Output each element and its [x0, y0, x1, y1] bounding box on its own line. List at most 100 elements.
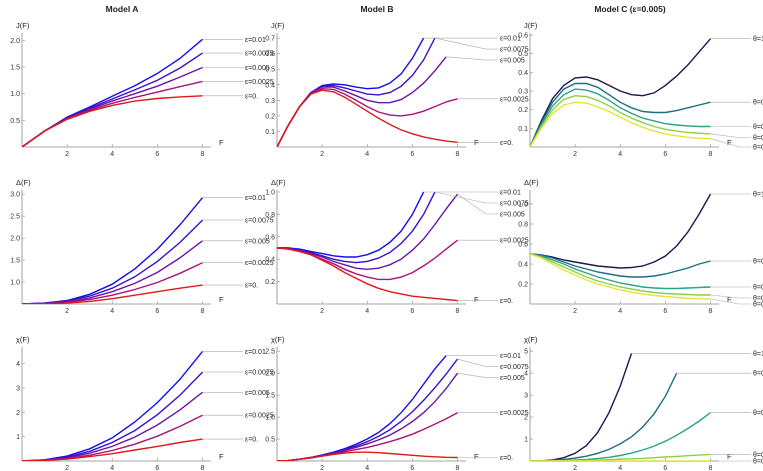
series-label: ε=0.01 [500, 36, 521, 43]
series-line [277, 247, 458, 302]
x-axis-label: F [219, 452, 224, 461]
x-tick-label: 2 [65, 151, 69, 158]
y-tick-label: 0.7 [265, 36, 275, 43]
x-tick-label: 6 [155, 308, 159, 315]
series-line [22, 38, 203, 147]
x-tick-label: 6 [410, 308, 414, 315]
label-leader-line [710, 294, 751, 299]
series-label: ε=0.01 [245, 349, 266, 356]
y-tick-label: 0.2 [265, 113, 275, 120]
series-line [22, 66, 203, 147]
series-label: ε=0.005 [245, 390, 270, 397]
x-tick-label: 6 [663, 308, 667, 315]
x-tick-label: 8 [201, 465, 205, 471]
x-tick-label: 6 [663, 465, 667, 471]
y-tick-label: 1.0 [10, 91, 20, 98]
series-line [530, 353, 633, 461]
x-tick-label: 8 [201, 308, 205, 315]
series-line [277, 191, 425, 258]
series-line [530, 253, 711, 290]
y-tick-label: 0.5 [10, 118, 20, 125]
label-leader-line [710, 298, 751, 305]
x-tick-label: 4 [110, 465, 114, 471]
y-tick-label: 0.3 [265, 98, 275, 105]
x-tick-label: 2 [320, 308, 324, 315]
label-leader-line [457, 358, 498, 367]
label-leader-line [434, 191, 498, 204]
y-tick-label: 0.4 [518, 70, 528, 77]
label-leader-line [446, 56, 498, 61]
y-tick-label: 0.6 [265, 234, 275, 241]
y-tick-label: 0.4 [265, 257, 275, 264]
series-line [530, 372, 678, 461]
label-leader-line [710, 138, 751, 148]
series-label: θ=0. [753, 459, 763, 466]
x-tick-label: 2 [320, 151, 324, 158]
series-label: θ=0.25 [753, 452, 763, 459]
series-line [530, 38, 712, 147]
y-tick-label: 0.2 [518, 282, 528, 289]
x-axis-label: F [219, 295, 224, 304]
chart-title: Model C (ε=0.005) [594, 4, 666, 14]
y-tick-label: 0.6 [518, 242, 528, 249]
y-tick-label: 4 [524, 371, 528, 378]
x-tick-label: 2 [573, 308, 577, 315]
y-axis-label: χ(F) [271, 335, 285, 344]
y-tick-label: 1.0 [265, 190, 275, 197]
x-tick-label: 8 [709, 151, 713, 158]
x-tick-label: 2 [573, 465, 577, 471]
y-tick-label: 0.1 [518, 126, 528, 133]
x-tick-label: 6 [663, 151, 667, 158]
series-label: ε=0.005 [245, 65, 270, 72]
series-line [277, 239, 458, 281]
x-axis-label: F [219, 138, 224, 147]
x-axis-label: F [727, 138, 732, 147]
y-tick-label: 0.1 [265, 129, 275, 136]
series-line [530, 193, 712, 269]
series-line [277, 193, 459, 271]
series-line [530, 253, 711, 278]
series-line [277, 451, 458, 461]
y-tick-label: 0.8 [518, 222, 528, 229]
y-tick-label: 2.0 [10, 38, 20, 45]
series-line [277, 412, 458, 461]
series-line [22, 438, 203, 461]
y-axis-label: Δ(F) [16, 178, 31, 187]
y-axis-label: J(F) [271, 21, 285, 30]
x-tick-label: 8 [456, 308, 460, 315]
x-axis-label: F [474, 452, 479, 461]
series-label: θ=0.5 [753, 410, 763, 417]
series-label: ε=0.0025 [500, 238, 529, 245]
series-label: θ=0.5 [753, 124, 763, 131]
x-tick-label: 6 [410, 151, 414, 158]
y-axis-label: J(F) [524, 21, 538, 30]
y-tick-label: 0.6 [518, 33, 528, 40]
series-line [22, 350, 204, 461]
y-tick-label: 0.8 [265, 212, 275, 219]
y-tick-label: 0.3 [518, 89, 528, 96]
series-label: ε=0.0075 [500, 201, 529, 208]
series-line [22, 371, 204, 461]
y-axis-label: Δ(F) [524, 178, 539, 187]
series-label: ε=0. [245, 437, 258, 444]
x-tick-label: 8 [456, 465, 460, 471]
series-label: ε=0. [500, 455, 513, 462]
series-label: θ=1. [753, 36, 763, 43]
y-tick-label: 2 [16, 410, 20, 417]
y-axis-label: χ(F) [16, 335, 30, 344]
series-label: ε=0.0025 [245, 79, 274, 86]
y-tick-label: 2.0 [265, 371, 275, 378]
x-axis-label: F [474, 295, 479, 304]
x-tick-label: 8 [201, 151, 205, 158]
series-label: ε=0. [500, 140, 513, 147]
x-tick-label: 6 [410, 465, 414, 471]
y-axis-label: χ(F) [524, 335, 538, 344]
series-line [277, 89, 458, 147]
x-tick-label: 6 [155, 151, 159, 158]
y-axis-label: J(F) [16, 21, 30, 30]
y-tick-label: 1.0 [10, 280, 20, 287]
series-label: ε=0.005 [500, 375, 525, 382]
y-tick-label: 2.0 [10, 236, 20, 243]
y-tick-label: 0.4 [265, 82, 275, 89]
chart-title: Model B [360, 4, 393, 14]
